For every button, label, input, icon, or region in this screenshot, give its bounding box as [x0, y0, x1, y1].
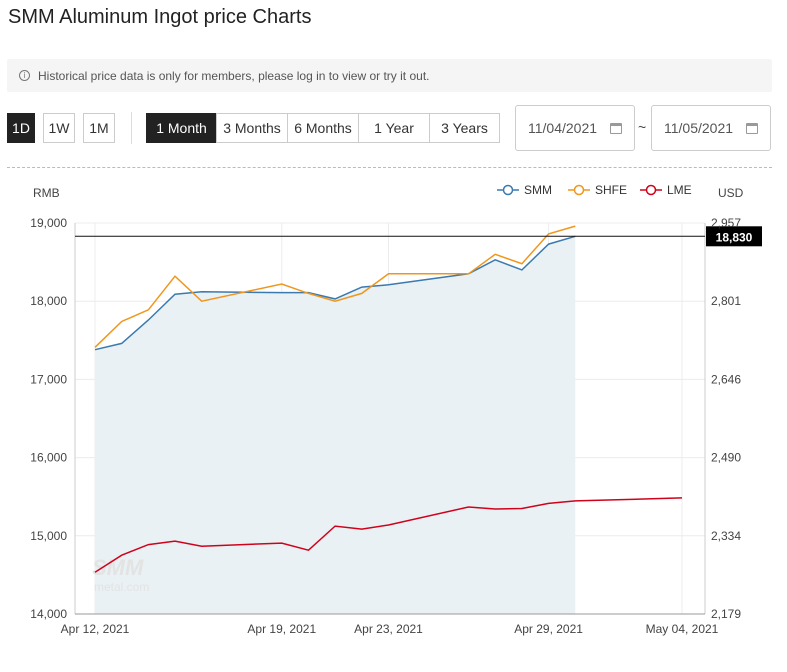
range-3-months-button[interactable]: 3 Months — [216, 113, 288, 143]
info-icon: i — [19, 70, 30, 81]
y-right-tick-label: 2,179 — [711, 607, 741, 621]
series-line-smm — [94, 235, 576, 351]
legend-marker-lme — [645, 184, 657, 196]
date-to-field[interactable]: 11/05/2021 — [651, 105, 771, 151]
interval-1m-button[interactable]: 1M — [83, 113, 115, 143]
y-left-tick-label: 14,000 — [30, 607, 67, 621]
x-tick-label: Apr 19, 2021 — [247, 622, 316, 636]
page-title: SMM Aluminum Ingot price Charts — [8, 6, 312, 28]
x-tick-label: Apr 29, 2021 — [514, 622, 583, 636]
y-right-tick-label: 2,801 — [711, 294, 741, 308]
notice-text: Historical price data is only for member… — [38, 68, 430, 83]
y-right-tick-label: 2,646 — [711, 372, 741, 386]
range-3-years-button[interactable]: 3 Years — [429, 113, 500, 143]
interval-1w-button[interactable]: 1W — [43, 113, 75, 143]
last-price-badge — [706, 226, 762, 247]
date-from-value: 11/04/2021 — [528, 120, 598, 136]
x-tick-label: Apr 23, 2021 — [354, 622, 423, 636]
calendar-icon — [746, 122, 758, 134]
range-6-months-button[interactable]: 6 Months — [287, 113, 359, 143]
y-left-tick-label: 17,000 — [30, 372, 67, 386]
section-divider — [7, 167, 772, 168]
last-price-label: 18,830 — [716, 230, 753, 244]
calendar-icon — [610, 122, 622, 134]
legend-marker-shfe — [573, 184, 585, 196]
y-right-tick-label: 2,490 — [711, 451, 741, 465]
watermark-logo: SMM — [92, 555, 144, 580]
interval-1d-button[interactable]: 1D — [7, 113, 35, 143]
y-left-tick-label: 19,000 — [30, 216, 67, 230]
toolbar-divider — [131, 112, 132, 144]
smm-area — [95, 236, 576, 614]
date-from-field[interactable]: 11/04/2021 — [515, 105, 635, 151]
range-1-month-button[interactable]: 1 Month — [146, 113, 217, 143]
y-left-tick-label: 18,000 — [30, 294, 67, 308]
legend-label-lme: LME — [667, 183, 692, 197]
y-right-tick-label: 2,334 — [711, 529, 741, 543]
member-notice: i Historical price data is only for memb… — [7, 59, 772, 92]
y-left-tick-label: 16,000 — [30, 451, 67, 465]
legend-marker-smm — [502, 184, 514, 196]
x-tick-label: Apr 12, 2021 — [61, 622, 130, 636]
series-line-lme — [94, 497, 683, 573]
y-right-tick-label: 2,957 — [711, 216, 741, 230]
watermark-text: metal.com — [94, 580, 149, 594]
date-separator: ~ — [638, 119, 647, 135]
series-line-shfe — [94, 225, 576, 348]
left-axis-label: RMB — [33, 186, 60, 200]
date-to-value: 11/05/2021 — [664, 120, 734, 136]
range-1-year-button[interactable]: 1 Year — [358, 113, 430, 143]
legend-label-shfe: SHFE — [595, 183, 627, 197]
x-tick-label: May 04, 2021 — [646, 622, 719, 636]
y-left-tick-label: 15,000 — [30, 529, 67, 543]
right-axis-label: USD — [718, 186, 744, 200]
legend-label-smm: SMM — [524, 183, 552, 197]
